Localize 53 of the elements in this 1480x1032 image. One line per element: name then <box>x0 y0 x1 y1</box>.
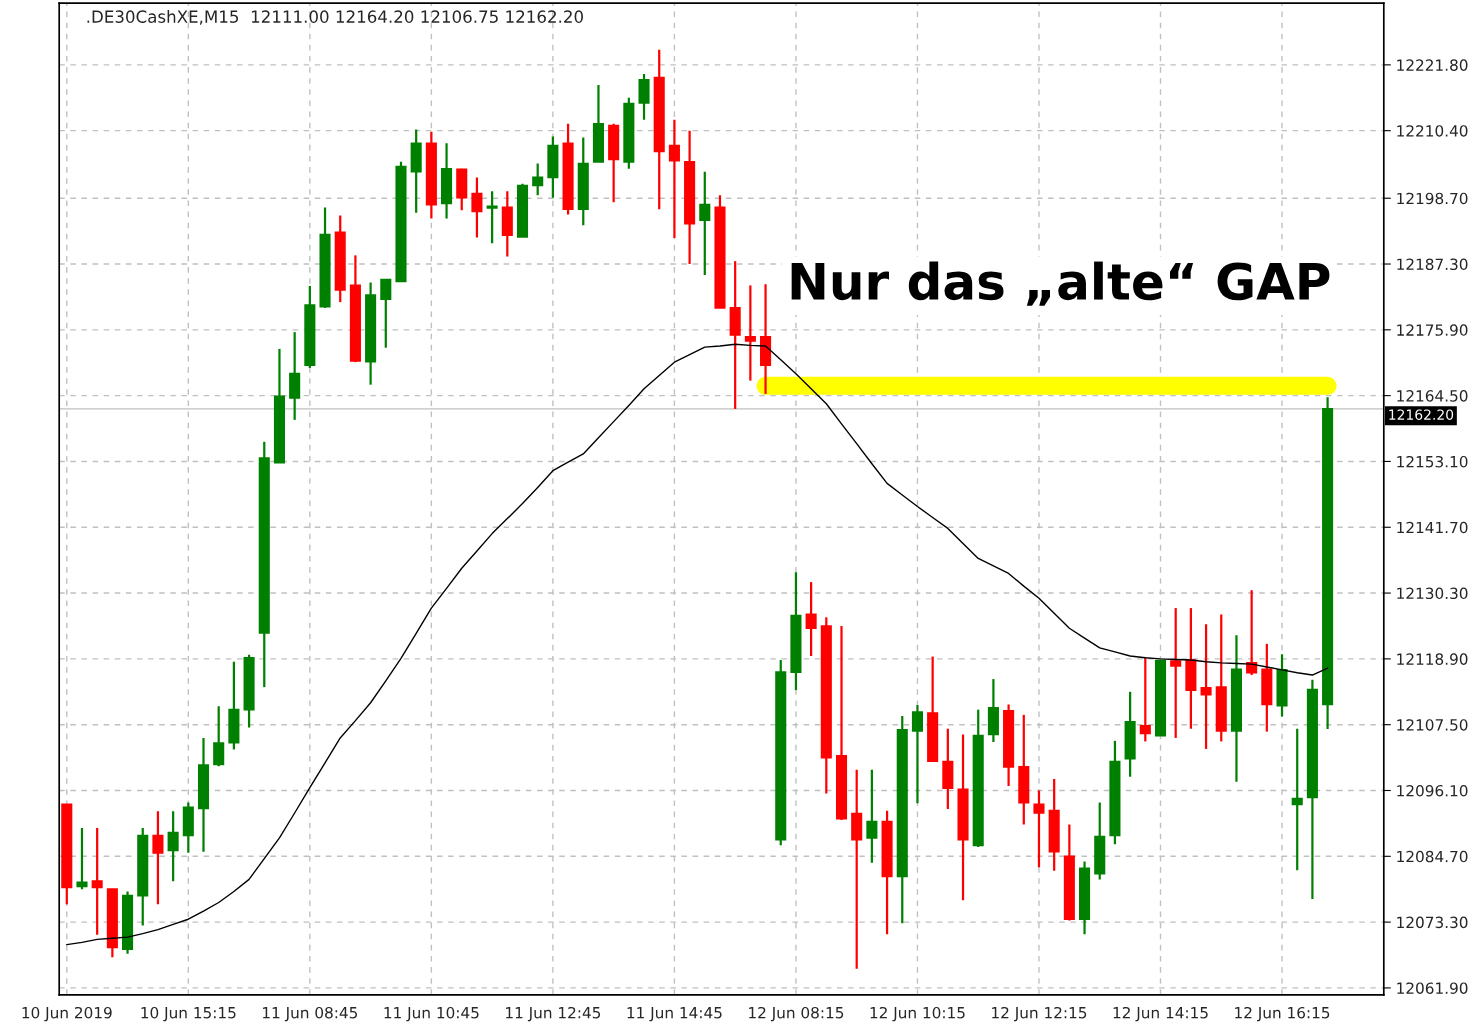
candlestick <box>638 72 650 121</box>
candlestick <box>532 162 544 197</box>
candlestick <box>744 284 756 382</box>
x-tick-label: 12 Jun 16:15 <box>1235 1006 1330 1022</box>
y-tick-label: 12061.90 <box>1397 982 1468 994</box>
x-tick-label: 12 Jun 08:15 <box>749 1006 844 1022</box>
candlestick <box>471 176 483 239</box>
candlestick <box>866 768 878 864</box>
x-tick-label: 12 Jun 12:15 <box>992 1006 1087 1022</box>
y-tick-label: 12141.70 <box>1397 521 1468 534</box>
x-tick-label: 11 Jun 08:45 <box>262 1006 358 1022</box>
y-tick-label: 12210.40 <box>1397 125 1468 137</box>
x-tick-label: 12 Jun 10:15 <box>870 1006 965 1022</box>
y-tick-label: 12164.50 <box>1397 390 1468 402</box>
y-tick-label: 12187.30 <box>1397 258 1468 271</box>
candlestick <box>1139 656 1151 743</box>
candlestick <box>1246 589 1258 677</box>
x-tick-label: 10 Jun 15:15 <box>141 1006 236 1022</box>
candlestick <box>380 278 392 349</box>
candlestick <box>91 826 103 936</box>
x-tick-label: 11 Jun 14:45 <box>627 1007 722 1022</box>
y-tick-label: 12153.10 <box>1397 455 1468 468</box>
candlestick <box>805 580 817 658</box>
y-tick-label: 12084.70 <box>1397 850 1468 863</box>
candlestick <box>152 810 164 906</box>
candlestick <box>486 190 498 245</box>
y-tick-label: 12130.30 <box>1397 587 1468 600</box>
candlestick <box>1200 623 1212 751</box>
candlestick <box>911 703 923 805</box>
x-tick-label: 11 Jun 12:45 <box>506 1006 601 1022</box>
y-tick-label: 12118.90 <box>1397 653 1468 665</box>
ref-line-label: 12162.20 <box>1389 409 1454 420</box>
x-tick-label: 10 Jun 2019 <box>22 1006 112 1022</box>
y-tick-label: 12175.90 <box>1397 324 1468 336</box>
y-tick-label: 12096.10 <box>1397 784 1468 797</box>
annotation: Nur das „alte“ GAP <box>791 261 1330 306</box>
line-series <box>66 343 1329 946</box>
y-tick-label: 12107.50 <box>1397 719 1468 731</box>
y-tick-label: 12073.30 <box>1397 916 1468 929</box>
candlestick <box>1033 789 1045 869</box>
candlestick <box>213 705 225 768</box>
candlestick <box>699 170 711 277</box>
candlestick <box>76 826 88 891</box>
x-tick-label: 11 Jun 10:45 <box>384 1006 479 1022</box>
candlestick <box>167 810 179 883</box>
y-tick-label: 12221.80 <box>1397 59 1468 71</box>
x-tick-label: 12 Jun 14:15 <box>1113 1006 1208 1022</box>
candlestick <box>1291 727 1303 872</box>
chart-title: .DE30CashXE,M15 12111.00 12164.20 12106.75 12162.20 <box>87 10 583 25</box>
candlestick <box>1170 606 1182 740</box>
y-tick-label: 12198.70 <box>1397 192 1468 205</box>
candlestick <box>851 768 863 970</box>
candlestick <box>668 118 680 240</box>
